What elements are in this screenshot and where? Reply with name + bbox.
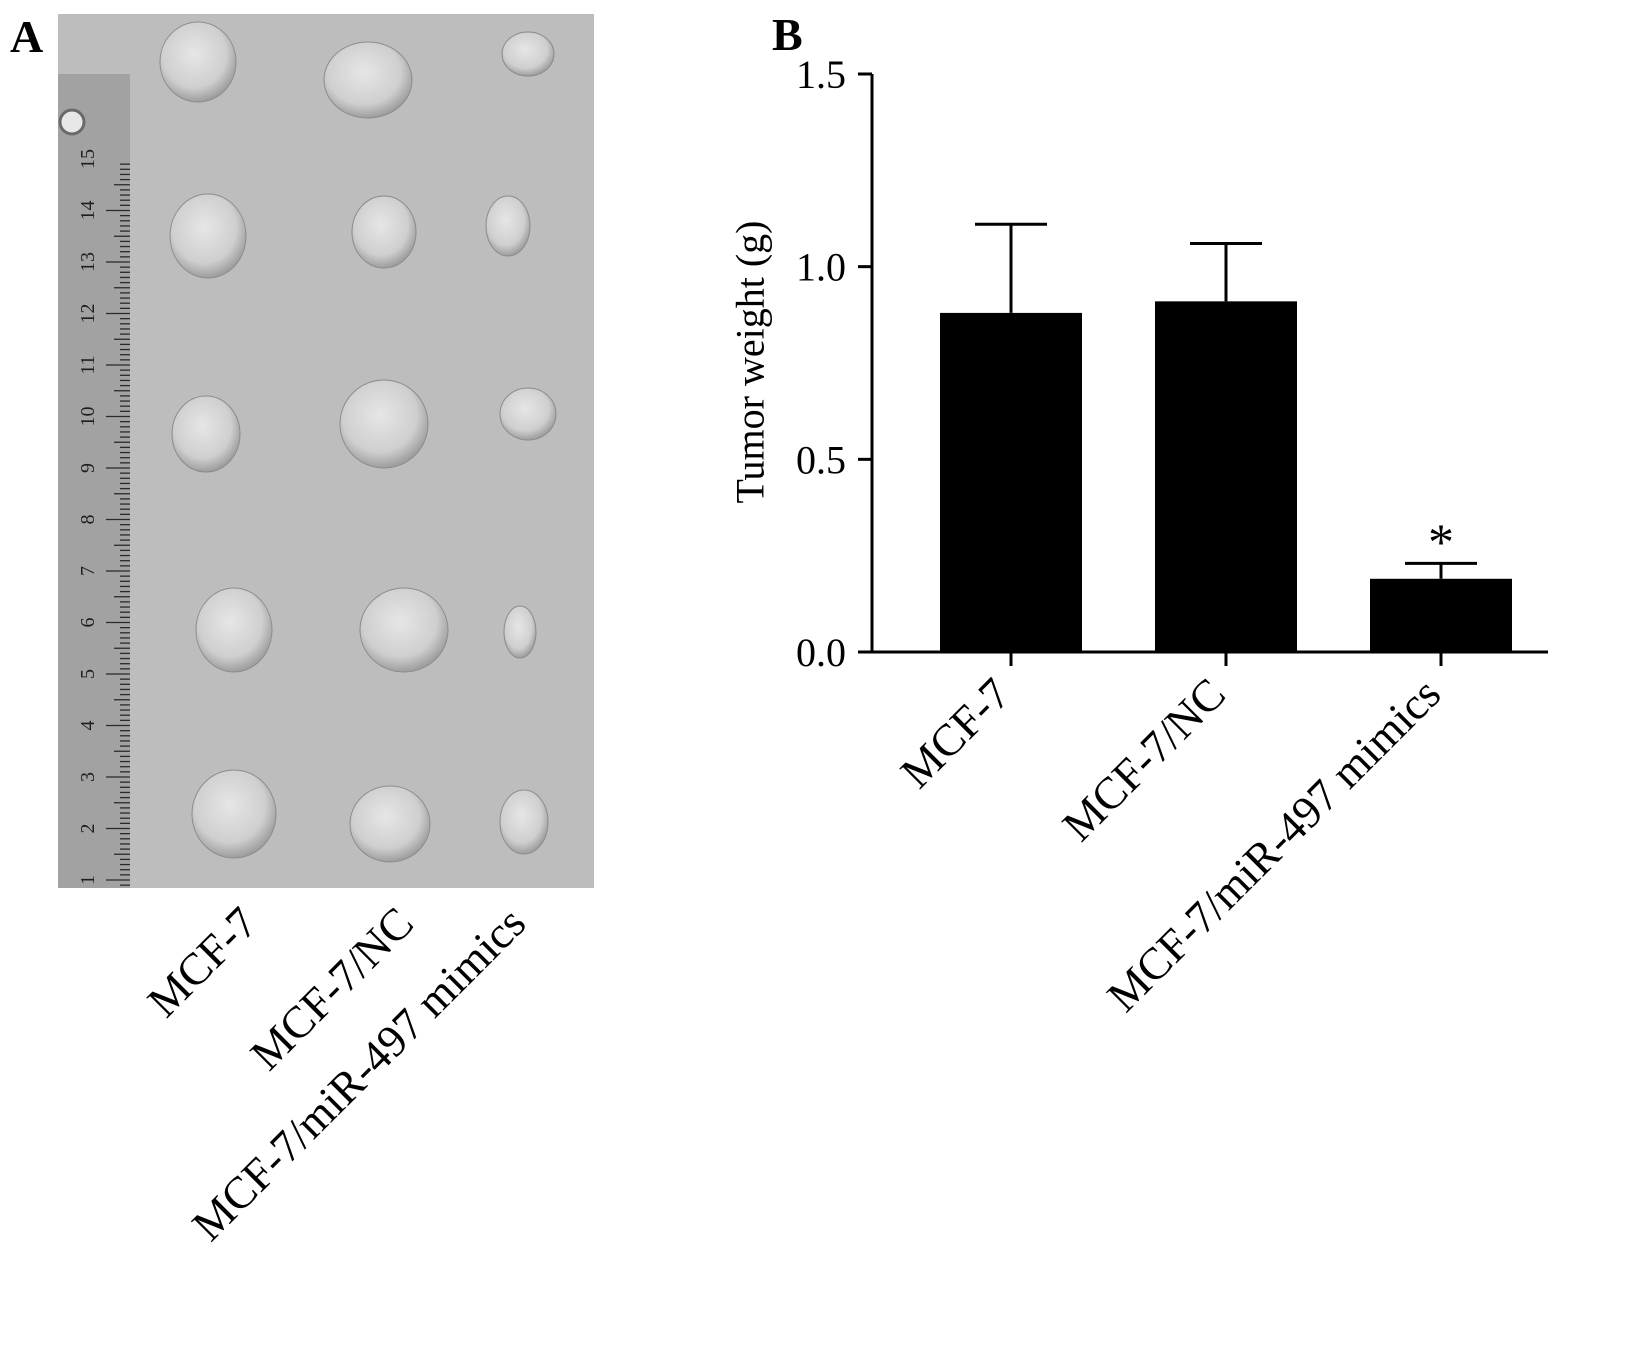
y-tick-label: 0.0 (796, 630, 846, 675)
tumor (499, 387, 557, 441)
annotations: * (1428, 514, 1454, 571)
ruler-number: 10 (77, 407, 99, 427)
bars (940, 301, 1512, 652)
tumor (351, 195, 417, 269)
photo-background (58, 14, 594, 888)
tumor (159, 21, 237, 103)
ruler-numbers: 15 14 13 12 11 10 9 8 7 6 5 4 3 2 1 (77, 149, 99, 885)
tumor-photo: 15 14 13 12 11 10 9 8 7 6 5 4 3 2 1 (58, 14, 594, 888)
ruler-number: 2 (77, 824, 99, 834)
ruler-number: 14 (77, 201, 99, 221)
tumor (323, 41, 413, 119)
tumor (499, 789, 549, 855)
tumor (171, 395, 241, 473)
ruler-number: 5 (77, 669, 99, 679)
ruler-number: 6 (77, 618, 99, 628)
significance-mark: * (1428, 514, 1454, 571)
bar (1370, 578, 1512, 652)
panel-a-letter: A (10, 11, 44, 62)
ruler-hole-icon (58, 108, 86, 136)
y-tick-label: 0.5 (796, 437, 846, 482)
ruler-number: 1 (77, 875, 99, 885)
ruler-number: 8 (77, 515, 99, 525)
tumor (339, 379, 429, 469)
y-tick-label: 1.0 (796, 245, 846, 290)
ruler-number: 9 (77, 463, 99, 473)
tumors (159, 21, 557, 863)
tumor (191, 769, 277, 859)
tumor (501, 31, 555, 77)
tumor (349, 785, 431, 863)
ruler-number: 3 (77, 772, 99, 782)
ruler-number: 11 (77, 355, 99, 374)
ruler-number: 7 (77, 566, 99, 576)
error-bars (975, 222, 1477, 579)
tumor (359, 587, 449, 673)
panel-b-letter: B (772, 9, 803, 60)
bar (940, 312, 1082, 652)
tumor (503, 605, 537, 659)
ruler-number: 13 (77, 252, 99, 272)
ruler-number: 12 (77, 304, 99, 324)
ruler-number: 4 (77, 721, 99, 731)
y-axis-label: Tumor weight (g) (726, 220, 772, 504)
y-tick-label: 1.5 (796, 52, 846, 97)
ruler-number: 15 (77, 149, 99, 169)
tumor (485, 195, 531, 257)
ruler-ticks (106, 163, 130, 886)
y-axis: 0.0 0.5 1.0 1.5 (796, 52, 874, 675)
tumor (169, 193, 247, 279)
ruler (58, 74, 130, 888)
tumor (195, 587, 273, 673)
x-axis (870, 650, 1548, 666)
bar (1155, 301, 1297, 652)
